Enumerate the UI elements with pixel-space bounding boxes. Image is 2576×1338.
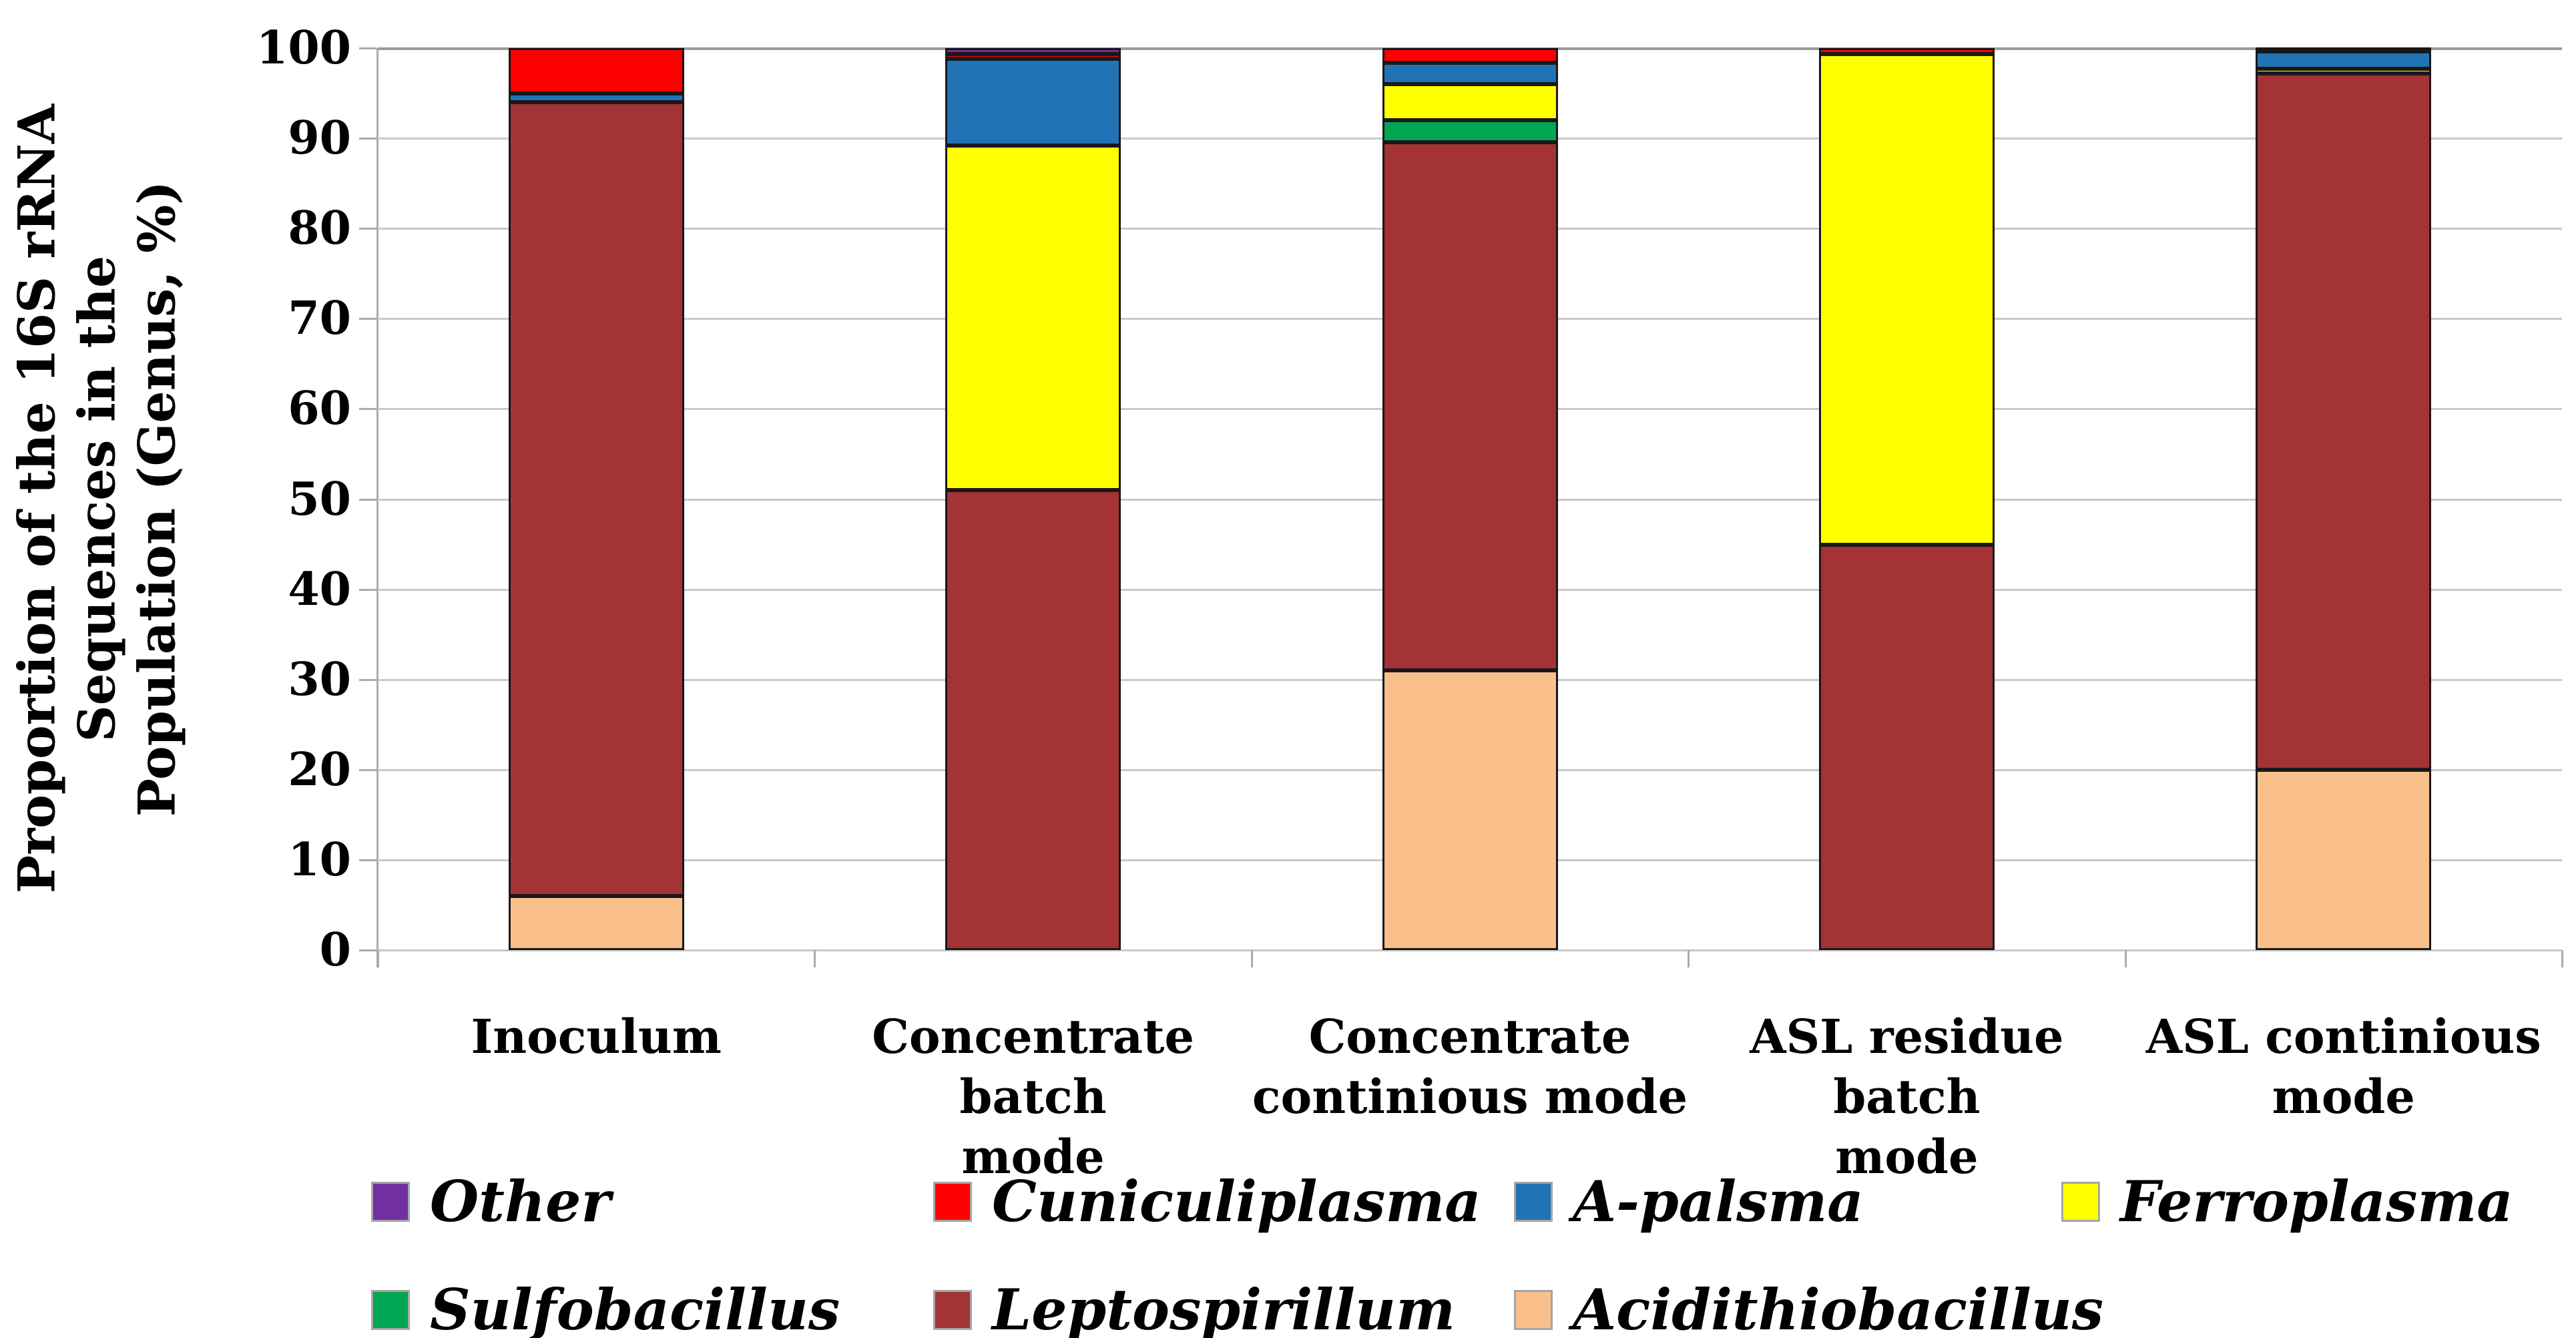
bar-segment-leptospirillum	[1818, 545, 1995, 950]
bar-segment-ferroplasma	[1818, 54, 1995, 545]
legend-label-cuniculiplasma: Cuniculiplasma	[992, 1168, 1481, 1235]
x-tick-mark	[814, 950, 816, 967]
y-axis-title-line: Proportion of the 16S rRNA	[7, 104, 67, 893]
category-label-asl-continious-mode: ASL continious mode	[2117, 1007, 2571, 1127]
category-label-concentrate-continious-mode: Concentrate continious mode	[1243, 1007, 1697, 1127]
y-tick-label-10: 10	[288, 833, 351, 887]
bar-segment-leptospirillum	[1382, 142, 1558, 671]
y-tick-mark	[359, 47, 376, 49]
bar-concentrate-continious-mode	[1382, 48, 1558, 950]
x-tick-mark	[2561, 950, 2563, 967]
bar-segment-acidithiobacillus	[1382, 670, 1558, 950]
bar-segment-other	[945, 48, 1121, 55]
bar-segment-a-palsma	[2256, 51, 2432, 69]
category-label-line: Inoculum	[471, 1009, 722, 1064]
bar-segment-cuniculiplasma	[508, 48, 684, 93]
bar-segment-ferroplasma	[2256, 69, 2432, 73]
bar-segment-ferroplasma	[1382, 84, 1558, 121]
bar-segment-a-palsma	[945, 59, 1121, 146]
y-tick-mark	[359, 768, 376, 771]
bar-asl-residue-batch-mode	[1818, 48, 1995, 950]
y-tick-mark	[359, 498, 376, 501]
category-label-line: ASL continious	[2145, 1009, 2541, 1064]
y-tick-label-70: 70	[288, 292, 351, 346]
gridline-0	[378, 949, 2562, 951]
bar-segment-a-palsma	[1382, 62, 1558, 85]
legend-swatch-ferroplasma	[2061, 1182, 2100, 1222]
legend-swatch-acidithiobacillus	[1514, 1290, 1553, 1330]
bar-segment-leptospirillum	[945, 490, 1121, 950]
legend-label-sulfobacillus: Sulfobacillus	[430, 1277, 840, 1338]
category-label-inoculum: Inoculum	[369, 1007, 823, 1067]
legend-swatch-a-palsma	[1514, 1182, 1553, 1222]
legend-swatch-leptospirillum	[933, 1290, 972, 1330]
x-tick-mark	[2124, 950, 2127, 967]
bar-asl-continious-mode	[2256, 47, 2432, 950]
bar-segment-cuniculiplasma	[1818, 48, 1995, 55]
y-tick-mark	[359, 859, 376, 861]
y-tick-label-50: 50	[288, 472, 351, 526]
category-label-asl-residue-batch-mode: ASL residue batch mode	[1680, 1007, 2133, 1187]
y-tick-mark	[359, 678, 376, 681]
x-tick-mark	[1250, 950, 1253, 967]
y-tick-mark	[359, 228, 376, 230]
bar-segment-sulfobacillus	[1382, 120, 1558, 142]
bar-segment-leptospirillum	[2256, 73, 2432, 770]
y-tick-label-60: 60	[288, 382, 351, 436]
y-tick-label-20: 20	[288, 742, 351, 797]
legend-label-ferroplasma: Ferroplasma	[2120, 1168, 2513, 1235]
bar-segment-cuniculiplasma	[1382, 48, 1558, 63]
y-tick-mark	[359, 588, 376, 591]
y-tick-label-100: 100	[256, 21, 351, 75]
bar-segment-acidithiobacillus	[2256, 769, 2432, 950]
y-tick-label-80: 80	[288, 202, 351, 256]
bar-segment-leptospirillum	[508, 102, 684, 896]
category-label-line: Concentrate batch	[872, 1009, 1194, 1124]
x-tick-mark	[377, 950, 379, 967]
legend-swatch-other	[371, 1182, 410, 1222]
bar-inoculum	[508, 48, 684, 950]
legend-label-other: Other	[430, 1168, 611, 1235]
legend-swatch-sulfobacillus	[371, 1290, 410, 1330]
y-tick-mark	[359, 138, 376, 140]
y-axis-line	[376, 48, 378, 967]
legend-label-leptospirillum: Leptospirillum	[992, 1277, 1455, 1338]
bar-segment-cuniculiplasma	[2256, 47, 2432, 52]
bar-segment-a-palsma	[508, 93, 684, 103]
y-tick-mark	[359, 318, 376, 320]
category-label-line: continious mode	[1252, 1069, 1688, 1124]
category-label-line: mode	[2272, 1069, 2415, 1124]
y-tick-mark	[359, 408, 376, 411]
y-tick-label-30: 30	[288, 652, 351, 706]
legend-label-acidithiobacillus: Acidithiobacillus	[1573, 1277, 2104, 1338]
y-tick-label-40: 40	[288, 562, 351, 616]
category-label-line: ASL residue batch	[1750, 1009, 2064, 1124]
legend-label-a-palsma: A-palsma	[1573, 1168, 1864, 1235]
legend-swatch-cuniculiplasma	[933, 1182, 972, 1222]
y-tick-mark	[359, 949, 376, 951]
category-label-concentrate-batch-mode: Concentrate batch mode	[806, 1007, 1260, 1187]
plot-area	[376, 47, 2562, 967]
bar-segment-cuniculiplasma	[945, 54, 1121, 59]
bar-segment-ferroplasma	[945, 145, 1121, 490]
bar-concentrate-batch-mode	[945, 48, 1121, 950]
category-label-line: mode	[961, 1129, 1105, 1184]
y-axis-title-line: Sequences in the	[67, 255, 127, 742]
category-label-line: Concentrate	[1308, 1009, 1631, 1064]
bar-segment-acidithiobacillus	[508, 895, 684, 950]
category-label-line: mode	[1835, 1129, 1979, 1184]
x-tick-mark	[1688, 950, 1690, 967]
y-tick-label-90: 90	[288, 112, 351, 166]
y-tick-label-0: 0	[319, 923, 351, 977]
